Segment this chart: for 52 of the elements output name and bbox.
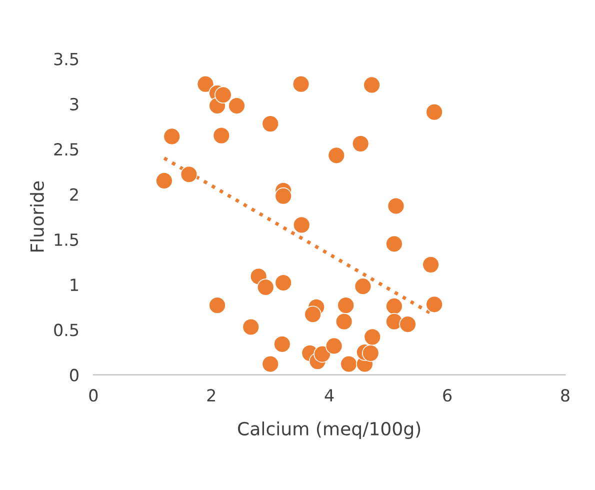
point [387, 197, 405, 215]
point [362, 344, 380, 362]
point [386, 235, 403, 253]
point [274, 187, 292, 205]
point [156, 172, 173, 190]
y-tick-label: 3.5 [54, 52, 78, 66]
x-axis-title: Calcium (meq/100g) [238, 422, 420, 440]
point [314, 345, 331, 363]
y-tick-label: 3 [70, 98, 78, 111]
point [386, 312, 403, 330]
x-tick-label: 4 [324, 389, 334, 402]
y-tick-label: 0.5 [54, 324, 78, 336]
point [426, 103, 443, 121]
point [274, 336, 291, 353]
point [304, 306, 322, 323]
point [352, 135, 370, 152]
point [328, 146, 346, 164]
point [163, 128, 180, 146]
point [335, 312, 353, 330]
x-tick-label: 6 [443, 389, 452, 402]
point [180, 166, 198, 184]
x-tick-label: 0 [89, 389, 98, 402]
y-tick-label: 0 [70, 368, 78, 382]
point [399, 316, 416, 333]
y-axis-title: Fluoride [30, 181, 44, 252]
point [262, 115, 279, 132]
y-tick-label: 2.5 [54, 143, 78, 156]
point [354, 278, 372, 295]
point [196, 75, 214, 93]
y-tick-label: 1 [70, 278, 78, 291]
point [212, 126, 230, 144]
point [292, 216, 310, 234]
x-tick-label: 2 [207, 389, 216, 402]
point [363, 76, 380, 94]
point [262, 355, 279, 373]
point [208, 296, 226, 314]
point [422, 256, 440, 274]
point [340, 355, 358, 373]
y-tick-label: 1.5 [54, 234, 78, 246]
point [386, 298, 403, 315]
point [426, 296, 443, 314]
y-tick-label: 2 [70, 188, 78, 201]
point [228, 97, 246, 114]
point [337, 296, 354, 314]
point [274, 274, 292, 292]
point [364, 328, 382, 346]
x-tick-label: 8 [561, 389, 570, 402]
point [214, 86, 232, 104]
point [292, 75, 310, 93]
point [325, 337, 343, 355]
point [257, 278, 274, 296]
point [242, 318, 260, 336]
